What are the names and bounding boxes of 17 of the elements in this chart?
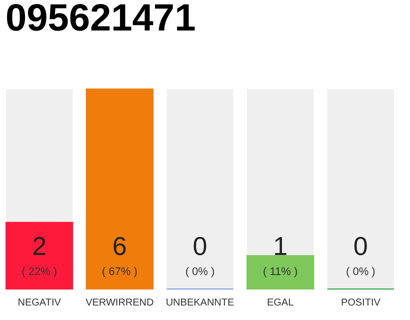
x-tick-label: UNBEKANNTE [166, 298, 234, 308]
data-label: 6 [112, 231, 127, 261]
x-tick-label: NEGATIV [18, 298, 62, 308]
annotation: ( 0% ) [185, 266, 215, 278]
annotation: ( 0% ) [346, 266, 376, 278]
data-label: 1 [273, 231, 288, 261]
annotation: ( 11% ) [263, 266, 298, 278]
data-label: 0 [192, 231, 208, 261]
chart-title: 095621471 [6, 0, 196, 40]
x-tick-label: VERWIRREND [86, 298, 154, 308]
annotation: ( 67% ) [102, 266, 138, 278]
bar [246, 255, 314, 290]
x-tick-label: EGAL [266, 298, 294, 308]
annotation: ( 22% ) [22, 266, 58, 278]
data-label: 0 [353, 231, 368, 261]
x-tick-label: POSITIV [340, 298, 381, 308]
data-label: 2 [32, 231, 47, 261]
